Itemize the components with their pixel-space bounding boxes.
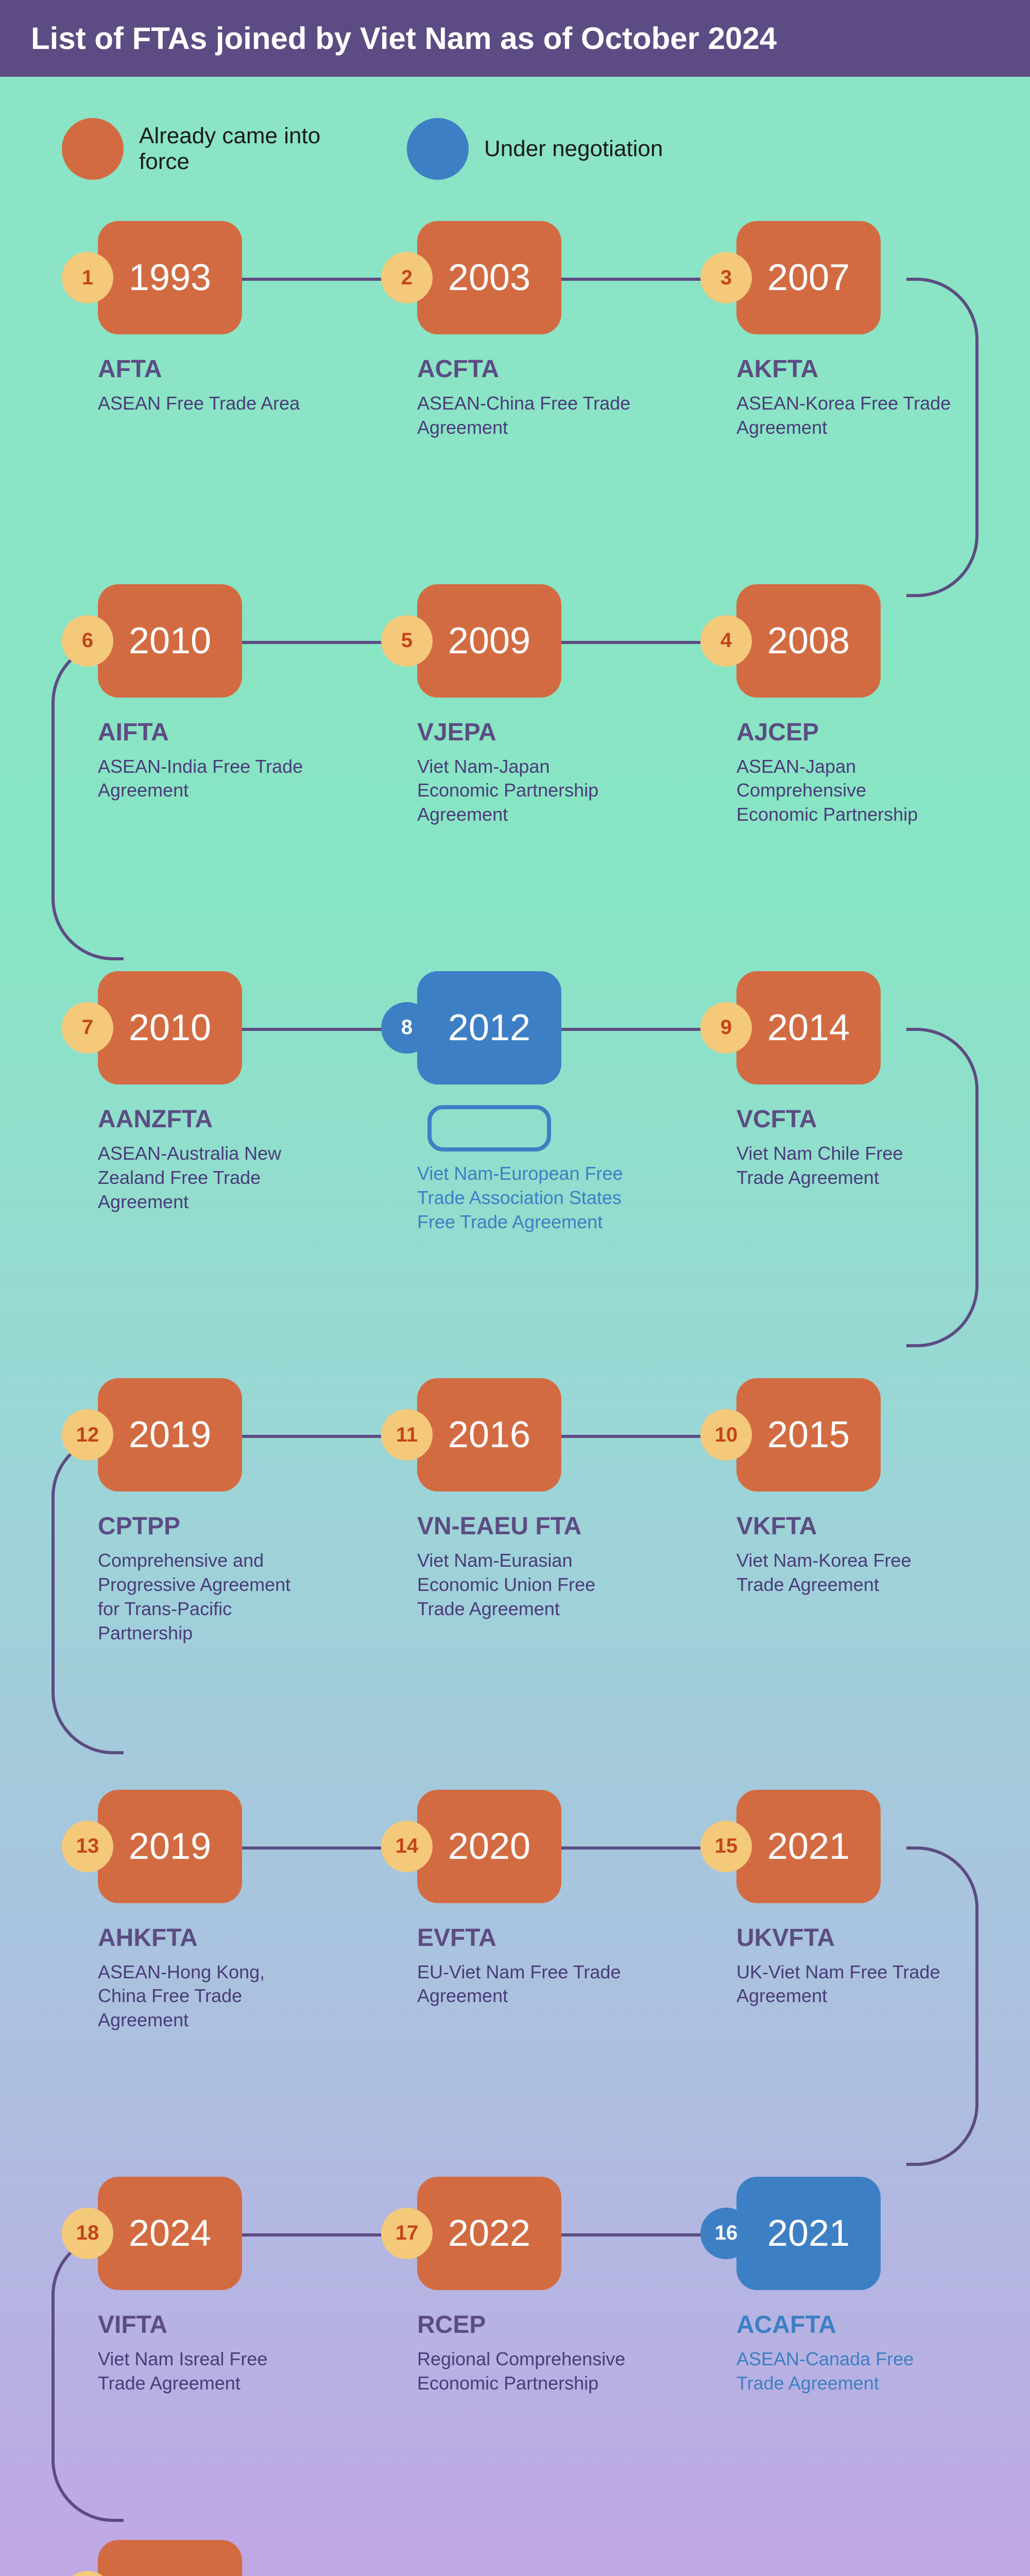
number-badge: 14 — [381, 1821, 433, 1872]
fta-title: RCEP — [417, 2311, 649, 2339]
timeline-row: 182024 VIFTA Viet Nam Isreal Free Trade Ag… — [62, 2177, 968, 2396]
legend: Already came into force Under negotiatio… — [0, 77, 1030, 200]
fta-title: EVFTA — [417, 1924, 649, 1952]
year-box: 2019 — [98, 1378, 242, 1492]
fta-title: AIFTA — [98, 718, 330, 747]
page-title: List of FTAs joined by Viet Nam as of Oc… — [31, 21, 999, 56]
fta-item: 42008 AJCEP ASEAN-Japan Comprehensive Econ… — [700, 584, 968, 827]
fta-description: ASEAN-China Free Trade Agreement — [417, 392, 633, 440]
number-badge: 9 — [700, 1002, 752, 1054]
fta-item: 162021 ACAFTA ASEAN-Canada Free Trade Agre… — [700, 2177, 968, 2396]
number-badge: 6 — [62, 615, 113, 667]
number-badge: 7 — [62, 1002, 113, 1054]
timeline-row: 72010 AANZFTA ASEAN-Australia New Zealand … — [62, 971, 968, 1234]
fta-description: ASEAN-Hong Kong, China Free Trade Agreem… — [98, 1960, 314, 2032]
legend-force: Already came into force — [62, 118, 345, 180]
fta-item: 82012 Viet Nam-European Free Trade Associ… — [381, 971, 649, 1234]
number-badge: 18 — [62, 2208, 113, 2259]
fta-description: Comprehensive and Progressive Agreement … — [98, 1549, 314, 1645]
year-box: 2009 — [417, 584, 561, 698]
fta-description: EU-Viet Nam Free Trade Agreement — [417, 1960, 633, 2009]
number-badge: 12 — [62, 1409, 113, 1461]
legend-force-dot — [62, 118, 124, 180]
fta-title: AJCEP — [736, 718, 968, 747]
fta-title: VIFTA — [98, 2311, 330, 2339]
fta-title: CPTPP — [98, 1512, 330, 1540]
number-badge: 5 — [381, 615, 433, 667]
number-badge: 4 — [700, 615, 752, 667]
fta-description: ASEAN Free Trade Area — [98, 392, 314, 416]
extra-empty-box — [427, 1105, 551, 1151]
timeline-row: 192024CEPAComprehensive Economic Partner… — [62, 2540, 968, 2576]
fta-title: VN-EAEU FTA — [417, 1512, 649, 1540]
year-box: 1993 — [98, 221, 242, 334]
header: List of FTAs joined by Viet Nam as of Oc… — [0, 0, 1030, 77]
number-badge: 13 — [62, 1821, 113, 1872]
fta-description: ASEAN-Australia New Zealand Free Trade A… — [98, 1142, 314, 1214]
year-box: 2003 — [417, 221, 561, 334]
year-box: 2007 — [736, 221, 881, 334]
number-badge: 15 — [700, 1821, 752, 1872]
fta-item: 22003 ACFTA ASEAN-China Free Trade Agreeme… — [381, 221, 649, 440]
year-box: 2024 — [98, 2540, 242, 2576]
fta-item: 52009 VJEPA Viet Nam-Japan Economic Partne… — [381, 584, 649, 827]
fta-title: VKFTA — [736, 1512, 968, 1540]
timeline-row: 122019 CPTPP Comprehensive and Progressive… — [62, 1378, 968, 1645]
timeline-row: 132019 AHKFTA ASEAN-Hong Kong, China Free … — [62, 1790, 968, 2032]
year-box: 2021 — [736, 2177, 881, 2290]
fta-item: 172022 RCEP Regional Comprehensive Economi… — [381, 2177, 649, 2396]
year-box: 2020 — [417, 1790, 561, 1903]
legend-nego-dot — [407, 118, 469, 180]
year-box: 2016 — [417, 1378, 561, 1492]
year-box: 2022 — [417, 2177, 561, 2290]
fta-item: 11993 AFTA ASEAN Free Trade Area — [62, 221, 330, 440]
year-box: 2021 — [736, 1790, 881, 1903]
fta-description: ASEAN-India Free Trade Agreement — [98, 755, 314, 803]
fta-item: 72010 AANZFTA ASEAN-Australia New Zealand … — [62, 971, 330, 1234]
fta-title: AFTA — [98, 355, 330, 383]
number-badge: 2 — [381, 252, 433, 303]
fta-description: Viet Nam-European Free Trade Association… — [417, 1162, 633, 1234]
fta-item: 132019 AHKFTA ASEAN-Hong Kong, China Free … — [62, 1790, 330, 2032]
year-box: 2019 — [98, 1790, 242, 1903]
number-badge: 3 — [700, 252, 752, 303]
number-badge: 8 — [381, 1002, 433, 1054]
year-box: 2010 — [98, 584, 242, 698]
fta-description: ASEAN-Canada Free Trade Agreement — [736, 2347, 953, 2396]
fta-title: VJEPA — [417, 718, 649, 747]
fta-title: AHKFTA — [98, 1924, 330, 1952]
fta-description: Viet Nam Isreal Free Trade Agreement — [98, 2347, 314, 2396]
fta-title: AANZFTA — [98, 1105, 330, 1133]
year-box: 2010 — [98, 971, 242, 1084]
fta-item: 142020 EVFTA EU-Viet Nam Free Trade Agreem… — [381, 1790, 649, 2032]
fta-description: Viet Nam-Korea Free Trade Agreement — [736, 1549, 953, 1597]
fta-description: Regional Comprehensive Economic Partners… — [417, 2347, 633, 2396]
legend-force-label: Already came into force — [139, 123, 345, 175]
number-badge: 11 — [381, 1409, 433, 1461]
timeline-row: 62010 AIFTA ASEAN-India Free Trade Agreeme… — [62, 584, 968, 827]
year-box: 2015 — [736, 1378, 881, 1492]
number-badge: 10 — [700, 1409, 752, 1461]
fta-description: Viet Nam-Eurasian Economic Union Free Tr… — [417, 1549, 633, 1621]
legend-nego-label: Under negotiation — [484, 136, 663, 162]
year-box: 2024 — [98, 2177, 242, 2290]
timeline: 11993 AFTA ASEAN Free Trade Area 22003 ACFTA… — [0, 200, 1030, 2576]
fta-title: ACAFTA — [736, 2311, 968, 2339]
number-badge: 17 — [381, 2208, 433, 2259]
timeline-row: 11993 AFTA ASEAN Free Trade Area 22003 ACFTA… — [62, 221, 968, 440]
fta-item: 192024CEPAComprehensive Economic Partner… — [62, 2540, 330, 2576]
fta-item: 112016 VN-EAEU FTA Viet Nam-Eurasian Econo… — [381, 1378, 649, 1645]
year-box: 2012 — [417, 971, 561, 1084]
fta-description: Viet Nam-Japan Economic Partnership Agre… — [417, 755, 633, 827]
fta-item: 102015 VKFTA Viet Nam-Korea Free Trade Agr… — [700, 1378, 968, 1645]
year-box: 2014 — [736, 971, 881, 1084]
fta-description: ASEAN-Japan Comprehensive Economic Partn… — [736, 755, 953, 827]
fta-title: ACFTA — [417, 355, 649, 383]
legend-nego: Under negotiation — [407, 118, 663, 180]
number-badge: 16 — [700, 2208, 752, 2259]
year-box: 2008 — [736, 584, 881, 698]
number-badge: 1 — [62, 252, 113, 303]
